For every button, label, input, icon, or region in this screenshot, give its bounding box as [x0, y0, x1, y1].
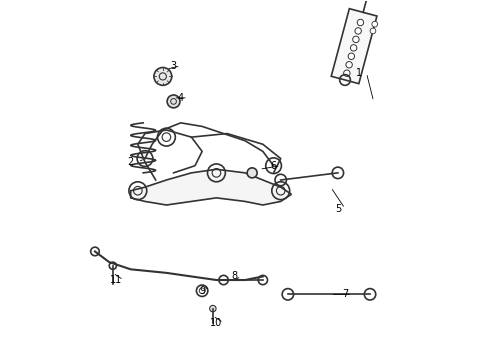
- Text: 1: 1: [356, 68, 363, 78]
- Text: 9: 9: [199, 286, 205, 296]
- Circle shape: [370, 28, 376, 34]
- Circle shape: [167, 95, 180, 108]
- Circle shape: [355, 28, 362, 34]
- Circle shape: [154, 67, 172, 85]
- Text: 7: 7: [342, 289, 348, 299]
- Circle shape: [247, 168, 257, 178]
- Circle shape: [372, 21, 378, 27]
- Circle shape: [210, 305, 216, 312]
- Circle shape: [343, 70, 350, 76]
- Circle shape: [357, 19, 364, 26]
- Circle shape: [350, 45, 357, 51]
- Text: 8: 8: [231, 271, 237, 282]
- Circle shape: [348, 53, 355, 59]
- Text: 11: 11: [110, 275, 122, 285]
- Circle shape: [353, 36, 359, 42]
- Text: 10: 10: [210, 318, 222, 328]
- Text: 5: 5: [335, 203, 341, 213]
- Polygon shape: [131, 169, 292, 205]
- Text: 6: 6: [270, 161, 277, 171]
- Text: 3: 3: [171, 61, 176, 71]
- Circle shape: [346, 62, 352, 68]
- Text: 4: 4: [178, 93, 184, 103]
- Text: 2: 2: [127, 157, 134, 167]
- Polygon shape: [331, 9, 377, 84]
